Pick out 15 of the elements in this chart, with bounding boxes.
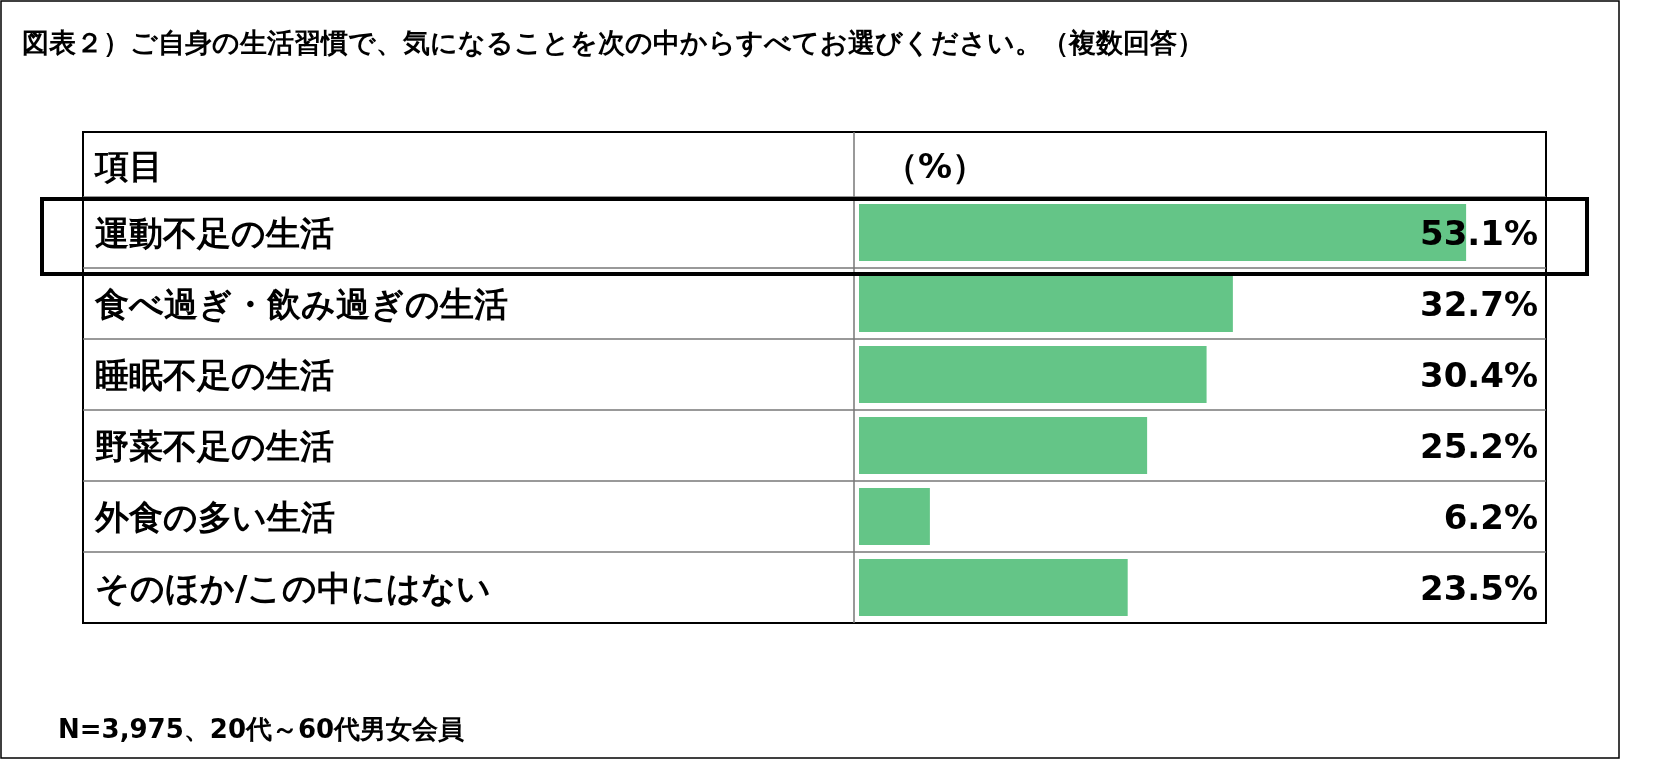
xlabel: （%）: [884, 146, 987, 186]
title: 図表２）ご自身の生活習慣で、気になることを次の中からすべてお選びください。（複数回答）: [22, 27, 1204, 58]
value-label: 6.2%: [1443, 497, 1538, 537]
value-label: 23.5%: [1420, 568, 1538, 608]
category: 運動不足の生活: [95, 213, 334, 253]
ylabel: 項目: [95, 146, 163, 186]
annotation: N=3,975、20代～60代男女会員: [58, 714, 465, 744]
category: 睡眠不足の生活: [95, 355, 334, 395]
value-label: 25.2%: [1420, 426, 1538, 466]
category: そのほか/この中にはない: [95, 568, 492, 608]
value-label: 30.4%: [1420, 355, 1538, 395]
category: 外食の多い生活: [95, 497, 335, 537]
category: 食べ過ぎ・飲み過ぎの生活: [95, 284, 508, 324]
value-label: 32.7%: [1420, 284, 1538, 324]
category: 野菜不足の生活: [95, 426, 334, 466]
